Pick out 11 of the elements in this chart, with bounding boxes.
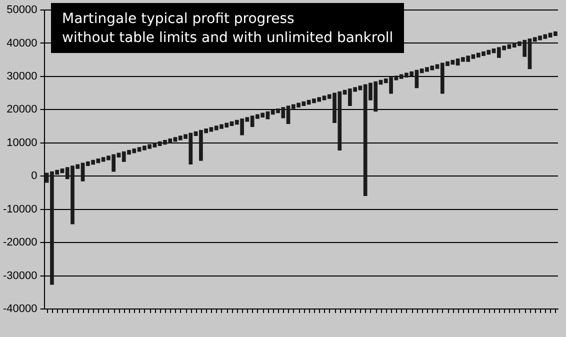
y-tick-label: 40000 bbox=[6, 37, 38, 50]
y-tick-label: 50000 bbox=[6, 4, 38, 16]
y-tick-label: 30000 bbox=[6, 70, 38, 82]
y-tick-label: 20000 bbox=[6, 104, 38, 116]
y-tick-label: -40000 bbox=[2, 303, 38, 316]
y-tick-label: 0 bbox=[31, 170, 38, 182]
y-tick-label: -30000 bbox=[2, 270, 38, 282]
text: Martingale typical profit progress without table limits and with unlimited bankroll bbox=[51, 3, 404, 53]
y-tick-label: -20000 bbox=[2, 236, 38, 249]
y-tick-label: -10000 bbox=[2, 203, 38, 216]
y-tick-label: 10000 bbox=[6, 136, 38, 149]
